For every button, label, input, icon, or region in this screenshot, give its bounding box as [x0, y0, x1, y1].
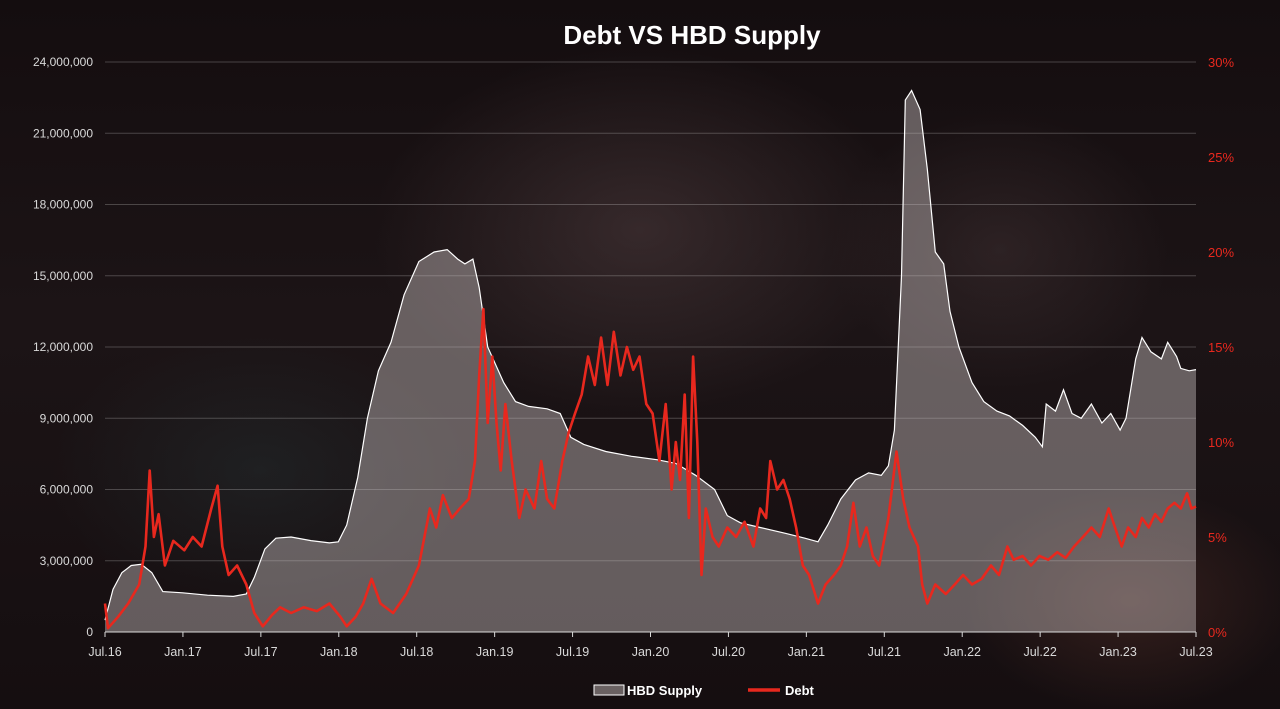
x-tick-label: Jan.17 — [164, 645, 202, 659]
left-tick-label: 9,000,000 — [40, 411, 94, 425]
x-tick-label: Jul.16 — [88, 645, 121, 659]
legend-swatch-hbd-supply — [593, 684, 625, 696]
x-tick-label: Jul.17 — [244, 645, 277, 659]
right-tick-label: 30% — [1208, 55, 1234, 70]
legend-item-hbd-supply: HBD Supply — [593, 683, 703, 698]
right-tick-label: 5% — [1208, 530, 1227, 545]
left-tick-label: 3,000,000 — [40, 554, 94, 568]
x-tick-label: Jan.22 — [943, 645, 981, 659]
right-tick-label: 25% — [1208, 150, 1234, 165]
x-tick-label: Jul.22 — [1023, 645, 1056, 659]
right-axis: 0% 5% 10% 15% 20% 25% 30% — [1208, 55, 1234, 640]
x-tick-label: Jan.20 — [632, 645, 670, 659]
left-tick-label: 21,000,000 — [33, 126, 93, 140]
legend-label-debt: Debt — [785, 683, 815, 698]
left-tick-label: 18,000,000 — [33, 198, 93, 212]
left-tick-label: 24,000,000 — [33, 55, 93, 69]
hbd-supply-line — [104, 89, 1197, 621]
x-tick-label: Jan.23 — [1099, 645, 1137, 659]
left-tick-label: 6,000,000 — [40, 483, 94, 497]
x-tick-label: Jan.18 — [320, 645, 358, 659]
left-axis: 0 3,000,000 6,000,000 9,000,000 12,000,000 15… — [33, 55, 93, 639]
chart-title: Debt VS HBD Supply — [563, 20, 821, 50]
x-tick-label: Jul.23 — [1179, 645, 1212, 659]
legend-item-debt: Debt — [748, 683, 815, 698]
right-tick-label: 0% — [1208, 625, 1227, 640]
left-tick-label: 12,000,000 — [33, 340, 93, 354]
x-tick-label: Jan.19 — [476, 645, 514, 659]
gridlines — [105, 61, 1196, 633]
legend-label-hbd-supply: HBD Supply — [627, 683, 703, 698]
x-tick-label: Jul.20 — [712, 645, 745, 659]
hbd-supply-area — [105, 90, 1196, 632]
right-tick-label: 15% — [1208, 340, 1234, 355]
x-tick-label: Jan.21 — [788, 645, 826, 659]
x-axis: Jul.16 Jan.17 Jul.17 Jan.18 Jul.18 Jan.19 Jul.… — [88, 631, 1213, 659]
debt-series — [103, 307, 1197, 630]
x-tick-label: Jul.19 — [556, 645, 589, 659]
legend: HBD Supply Debt — [593, 683, 815, 698]
right-tick-label: 10% — [1208, 435, 1234, 450]
left-tick-label: 0 — [86, 625, 93, 639]
left-tick-label: 15,000,000 — [33, 269, 93, 283]
right-tick-label: 20% — [1208, 245, 1234, 260]
debt-line — [103, 307, 1197, 630]
x-tick-label: Jul.21 — [868, 645, 901, 659]
hbd-supply-series — [104, 89, 1197, 632]
x-tick-label: Jul.18 — [400, 645, 433, 659]
